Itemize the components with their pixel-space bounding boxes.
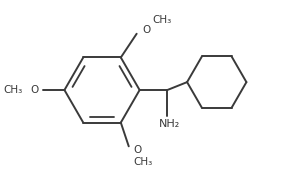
Text: CH₃: CH₃ xyxy=(153,15,172,25)
Text: O: O xyxy=(143,25,151,35)
Text: O: O xyxy=(134,145,142,155)
Text: NH₂: NH₂ xyxy=(159,119,180,129)
Text: O: O xyxy=(30,85,39,95)
Text: CH₃: CH₃ xyxy=(4,85,23,95)
Text: CH₃: CH₃ xyxy=(134,157,153,167)
